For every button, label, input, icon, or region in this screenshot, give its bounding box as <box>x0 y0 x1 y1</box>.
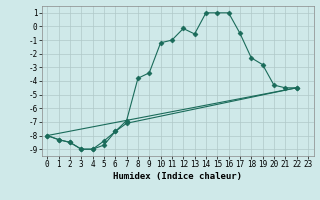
X-axis label: Humidex (Indice chaleur): Humidex (Indice chaleur) <box>113 172 242 181</box>
